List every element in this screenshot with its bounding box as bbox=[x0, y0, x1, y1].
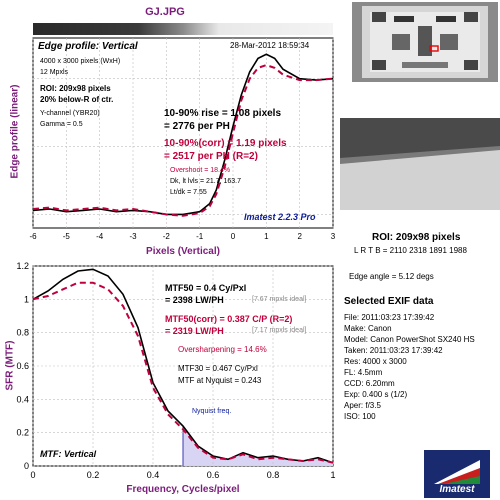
mtf50-ideal: [7.67 mpxls ideal] bbox=[252, 296, 307, 303]
roi-line-size: ROI: 209x98 pixels bbox=[40, 84, 111, 93]
mtf50-line-2: = 2398 LW/PH bbox=[165, 295, 224, 305]
levels-line: Dk, lt lvls = 21.7, 163.7 bbox=[170, 178, 242, 185]
edge-angle: Edge angle = 5.12 degs bbox=[349, 272, 434, 281]
exif-iso: ISO: 100 bbox=[344, 412, 376, 421]
edge-ylabel: Edge profile (linear) bbox=[9, 84, 21, 179]
edge-xtick-label: -1 bbox=[196, 232, 204, 241]
mtf-ytick-label: 1 bbox=[24, 294, 29, 304]
exif-ccd: CCD: 6.20mm bbox=[344, 379, 395, 388]
info-line-mpx: 12 Mpxls bbox=[40, 69, 69, 76]
edge-xtick-label: -3 bbox=[129, 232, 137, 241]
gamma-line: Gamma = 0.5 bbox=[40, 121, 83, 128]
exif-res: Res: 4000 x 3000 bbox=[344, 357, 407, 366]
edge-xlabel: Pixels (Vertical) bbox=[146, 246, 220, 257]
mtf50-line-1: MTF50 = 0.4 Cy/Pxl bbox=[165, 283, 247, 293]
exif-make: Make: Canon bbox=[344, 324, 392, 333]
edge-xtick-label: 0 bbox=[231, 232, 236, 241]
channel-line: Y-channel (YBR20) bbox=[40, 110, 100, 117]
test-chart-thumbnail bbox=[352, 2, 498, 82]
mtf-chart: 0 0.2 0.4 0.6 0.8 1 0 0.2 0.4 0.6 0.8 1 1.2 bbox=[16, 262, 335, 480]
edge-xtick-label: 2 bbox=[297, 232, 302, 241]
exif-exp: Exp: 0.400 s (1/2) bbox=[344, 390, 408, 399]
edge-series-measured-line bbox=[32, 53, 334, 216]
mtf-xtick-label: 1 bbox=[330, 470, 335, 480]
rise-line-1: 10-90% rise = 1.08 pixels bbox=[164, 108, 282, 119]
nyquist-mtf-line: MTF at Nyquist = 0.243 bbox=[178, 376, 262, 385]
mtf-xlabel: Frequency, Cycles/pixel bbox=[126, 484, 240, 495]
edge-chart-title: Edge profile: Vertical bbox=[38, 41, 138, 52]
version-label: Imatest 2.2.3 Pro bbox=[244, 212, 316, 222]
mtf50corr-ideal: [7.17 mpxls ideal] bbox=[252, 327, 307, 334]
roi-crop-thumbnail bbox=[340, 118, 500, 210]
mtf-xtick-label: 0 bbox=[30, 470, 35, 480]
mtf-ytick-label: 0.4 bbox=[16, 394, 29, 404]
imatest-logo-icon bbox=[424, 450, 490, 498]
exif-file: File: 2011:03:23 17:39:42 bbox=[344, 313, 435, 322]
edge-xtick-label: 1 bbox=[264, 232, 269, 241]
edge-xtick-label: -4 bbox=[96, 232, 104, 241]
mtf-ytick-label: 1.2 bbox=[16, 262, 29, 271]
edge-chart-date: 28-Mar-2012 18:59:34 bbox=[230, 41, 310, 50]
oversharpening-line: Oversharpening = 14.6% bbox=[178, 345, 267, 354]
info-line-res: 4000 x 3000 pixels (WxH) bbox=[40, 58, 121, 65]
edge-gradient-strip bbox=[33, 23, 333, 35]
mtf50corr-line-1: MTF50(corr) = 0.387 C/P (R=2) bbox=[165, 314, 293, 324]
exif-aper: Aper: f/3.5 bbox=[344, 401, 381, 410]
mtf-chart-title: MTF: Vertical bbox=[40, 449, 97, 459]
edge-profile-chart: -6 -5 -4 -3 -2 -1 0 1 2 3 bbox=[29, 23, 336, 241]
edge-plot-frame bbox=[32, 37, 334, 229]
mtf-ytick-label: 0 bbox=[24, 461, 29, 471]
edge-series-corrected-line bbox=[32, 64, 334, 217]
mtf-xtick-label: 0.6 bbox=[207, 470, 220, 480]
mtf-xtick-label: 0.4 bbox=[147, 470, 160, 480]
mtf50corr-line-2: = 2319 LW/PH bbox=[165, 326, 224, 336]
exif-fl: FL: 4.5mm bbox=[344, 368, 383, 377]
mtf-ytick-label: 0.6 bbox=[16, 361, 29, 371]
mtf-ytick-label: 0.8 bbox=[16, 328, 29, 338]
mtf-series-corrected-line bbox=[32, 281, 334, 464]
roi-title: ROI: 209x98 pixels bbox=[372, 232, 461, 243]
mtf-xtick-label: 0.8 bbox=[267, 470, 280, 480]
edge-xtick-label: -2 bbox=[163, 232, 171, 241]
edge-xtick-label: 3 bbox=[331, 232, 336, 241]
edge-xtick-label: -6 bbox=[29, 232, 37, 241]
file-title: GJ.JPG bbox=[145, 6, 185, 18]
mtf-ylabel: SFR (MTF) bbox=[4, 340, 16, 391]
exif-model: Model: Canon PowerShot SX240 HS bbox=[344, 335, 475, 344]
corr-line-2: = 2517 per PH (R=2) bbox=[164, 151, 258, 162]
rise-line-2: = 2776 per PH bbox=[164, 121, 230, 132]
mtf30-line: MTF30 = 0.467 Cy/Pxl bbox=[178, 364, 258, 373]
corr-line-1: 10-90%(corr) = 1.19 pixels bbox=[164, 138, 287, 149]
exif-taken: Taken: 2011:03:23 17:39:42 bbox=[344, 346, 443, 355]
roi-coords: L R T B = 2110 2318 1891 1988 bbox=[354, 246, 467, 255]
overshoot-line: Overshoot = 18.4% bbox=[170, 167, 231, 174]
nyquist-label: Nyquist freq. bbox=[192, 408, 232, 415]
edge-xtick-label: -5 bbox=[63, 232, 71, 241]
ltdk-line: Lt/dk = 7.55 bbox=[170, 189, 207, 196]
mtf-ytick-label: 0.2 bbox=[16, 428, 29, 438]
exif-title: Selected EXIF data bbox=[344, 296, 434, 307]
mtf-xtick-label: 0.2 bbox=[87, 470, 100, 480]
roi-line-pos: 20% below-R of ctr. bbox=[40, 95, 114, 104]
imatest-logo-text: Imatest bbox=[439, 484, 475, 495]
